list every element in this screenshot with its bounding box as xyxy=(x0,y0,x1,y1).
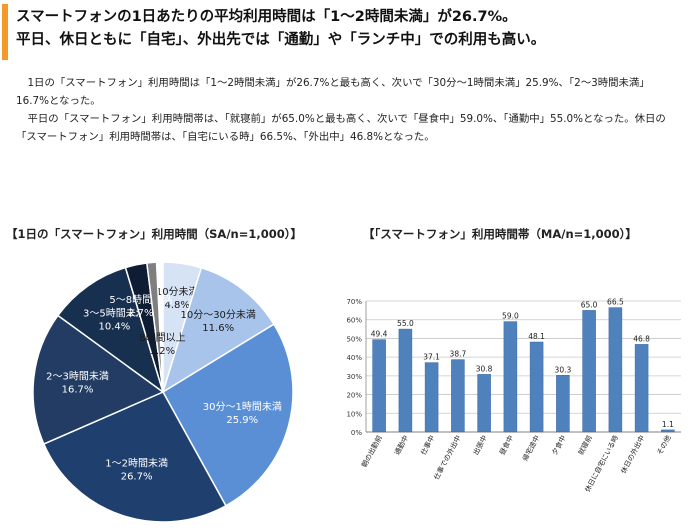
bar-category-label-10: 休日の外出中 xyxy=(619,434,647,475)
pie-slice-value-3: 26.7% xyxy=(121,472,153,483)
bar-category-label-7: 夕食中 xyxy=(550,434,568,457)
bar-ytick-label-2: 20% xyxy=(346,392,362,400)
pie-slice-value-7: 1.2% xyxy=(150,346,175,357)
pie-slice-label-4: 2～3時間未満 xyxy=(46,371,109,383)
bar-8 xyxy=(582,310,596,433)
bar-6 xyxy=(529,341,544,433)
bar-value-label-2: 37.1 xyxy=(423,353,440,362)
bar-value-label-6: 48.1 xyxy=(528,332,545,341)
bar-category-label-8: 就寝前 xyxy=(576,434,594,457)
bar-ytick-label-7: 70% xyxy=(346,298,362,306)
bar-category-label-11: その他 xyxy=(655,434,673,457)
pie-slice-value-4: 16.7% xyxy=(62,385,94,396)
pie-slice-label-7: 8時間以上 xyxy=(139,332,185,344)
pie-slice-label-0: 10分未満 xyxy=(156,286,199,298)
pie-slice-label-1: 10分～30分未満 xyxy=(180,309,255,321)
pie-slice-7 xyxy=(146,261,164,393)
pie-slice-label-2: 30分～1時間未満 xyxy=(203,401,282,413)
bar-category-label-3: 仕事での外出中 xyxy=(432,434,463,481)
bar-category-label-6: 帰宅途中 xyxy=(520,434,541,463)
bar-ytick-label-5: 50% xyxy=(346,335,362,343)
bar-ytick-label-0: 0% xyxy=(351,429,362,437)
bar-category-label-4: 出張中 xyxy=(471,434,489,457)
bar-ytick-label-3: 30% xyxy=(346,373,362,381)
pie-slice-value-6: 2.7% xyxy=(128,308,153,319)
bar-4 xyxy=(477,374,491,433)
pie-slice-2 xyxy=(161,323,294,507)
pie-slice-value-2: 25.9% xyxy=(226,415,258,426)
bar-5 xyxy=(503,321,518,433)
pie-slice-label-5: 3～5時間未満 xyxy=(83,308,146,320)
pie-chart: 10分未満 4.8%10分～30分未満 11.6% 30分～1時間未満 25.9% 1～2… xyxy=(32,261,294,523)
bar-category-label-1: 通勤中 xyxy=(392,434,410,457)
bar-1 xyxy=(398,328,413,433)
body-paragraph-2: 平日の「スマートフォン」利用時間帯は、「就寝前」が65.0%と最も高く、次いで「… xyxy=(16,113,666,143)
bar-ytick-label-6: 60% xyxy=(346,317,362,325)
body-paragraph-1: 1日の「スマートフォン」利用時間は「1～2時間未満」が26.7%と最も高く、次い… xyxy=(16,77,650,107)
bar-chart-title: 【「スマートフォン」利用時間帯（MA/n=1,000）】 xyxy=(363,227,637,241)
headline: スマートフォンの1日あたりの平均利用時間は「1～2時間未満」が26.7%。 平日… xyxy=(16,6,686,52)
bar-value-label-5: 59.0 xyxy=(502,312,519,321)
bar-category-label-0: 朝の出勤前 xyxy=(359,434,383,469)
bar-3 xyxy=(451,359,465,433)
pie-slice-value-0: 4.8% xyxy=(164,300,189,311)
headline-line-1: スマートフォンの1日あたりの平均利用時間は「1～2時間未満」が26.7%。 xyxy=(16,9,517,25)
headline-accent-bar xyxy=(2,4,8,60)
pie-slice-5 xyxy=(56,266,165,394)
bar-2 xyxy=(424,362,439,433)
bar-ytick-label-4: 40% xyxy=(346,354,362,362)
pie-slice-value-5: 10.4% xyxy=(99,322,131,333)
bar-value-label-8: 65.0 xyxy=(581,300,598,309)
bar-ytick-label-1: 10% xyxy=(346,410,362,418)
pie-slice-1 xyxy=(161,266,275,394)
pie-chart-title: 【1日の「スマートフォン」利用時間（SA/n=1,000）】 xyxy=(6,227,302,241)
bar-category-label-2: 仕事中 xyxy=(419,434,437,457)
headline-line-2: 平日、休日ともに「自宅」、外出先では「通勤」や「ランチ中」での利用も高い。 xyxy=(16,32,546,48)
pie-slice-label-6: 5～8時間未満 xyxy=(109,294,172,306)
bar-value-label-4: 30.8 xyxy=(476,364,493,373)
bar-10 xyxy=(634,344,649,433)
pie-slice-value-1: 11.6% xyxy=(202,323,234,334)
bar-value-label-10: 46.8 xyxy=(633,334,650,343)
bar-value-label-3: 38.7 xyxy=(450,350,467,359)
bar-value-label-7: 30.3 xyxy=(555,365,572,374)
bar-7 xyxy=(556,375,570,433)
bar-category-label-5: 昼食中 xyxy=(497,434,515,457)
bar-0 xyxy=(372,339,386,433)
bar-value-label-0: 49.4 xyxy=(371,330,388,339)
bar-9 xyxy=(608,307,623,433)
bar-value-label-11: 1.1 xyxy=(662,420,674,429)
bar-chart: 0% 10% 20% 30% 40% 50% 60% 70% 49.4 朝の出勤前 55.0 通勤中 3… xyxy=(346,298,681,494)
bar-value-label-1: 55.0 xyxy=(397,319,414,328)
pie-slice-label-3: 1～2時間未満 xyxy=(105,458,168,470)
bar-value-label-9: 66.5 xyxy=(607,298,624,307)
pie-slice-4 xyxy=(32,314,165,445)
body-text: 1日の「スマートフォン」利用時間は「1～2時間未満」が26.7%と最も高く、次い… xyxy=(16,74,680,146)
